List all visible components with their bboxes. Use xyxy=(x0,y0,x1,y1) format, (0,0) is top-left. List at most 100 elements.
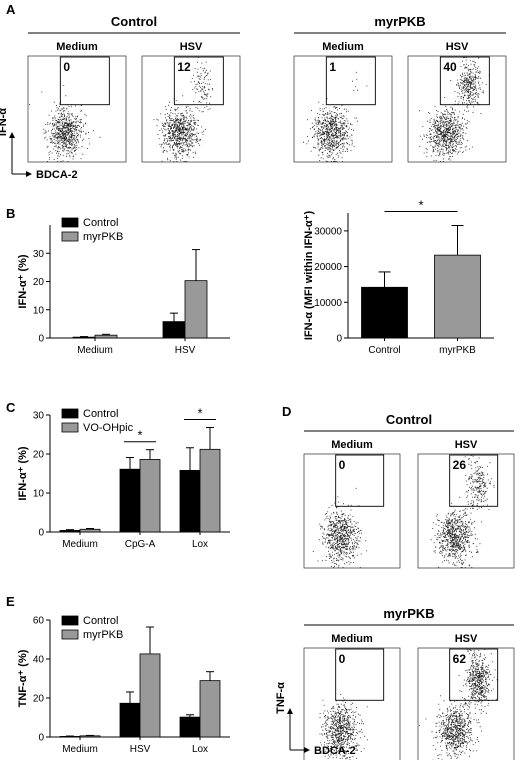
x-tick-label: Lox xyxy=(192,539,208,550)
x-tick-label: Medium xyxy=(77,345,113,356)
x-arrow-head xyxy=(26,171,32,177)
chart-e: 0 20 40 60 TNF-α⁺ (%) Medium HSV Lox Control myrP… xyxy=(17,615,230,755)
y-axis-label: IFN-α (MFI within IFN-α⁺) xyxy=(303,211,315,341)
gate-percentage: 0 xyxy=(339,458,346,472)
gate xyxy=(173,56,224,106)
y-axis-label: IFN-α⁺ (%) xyxy=(17,446,29,500)
significance-marker: * xyxy=(418,198,423,213)
group-title: Control xyxy=(111,14,157,29)
event-dots xyxy=(316,694,368,760)
plot-frame xyxy=(293,55,393,163)
y-tick-label: 30 xyxy=(33,249,45,260)
legend-label: Control xyxy=(83,217,118,229)
dot-plot xyxy=(417,647,515,760)
x-tick-label: HSV xyxy=(130,744,151,755)
y-axis-label: TNF-α xyxy=(275,682,287,714)
event-dots xyxy=(419,649,498,760)
event-dots xyxy=(419,57,490,162)
panel-letter-d: D xyxy=(282,404,291,419)
panel-letter-a: A xyxy=(6,2,16,17)
x-tick-label: HSV xyxy=(175,345,196,356)
x-tick-label: CpG-A xyxy=(125,539,156,550)
plot-label: HSV xyxy=(446,41,469,53)
gate xyxy=(335,648,385,701)
gate xyxy=(449,648,499,701)
gate-percentage: 62 xyxy=(453,652,467,666)
plot-label: HSV xyxy=(180,41,203,53)
legend-swatch xyxy=(61,422,79,433)
y-tick-label: 0 xyxy=(38,528,44,539)
legend-swatch xyxy=(61,231,79,242)
bar xyxy=(179,469,201,533)
legend-swatch xyxy=(61,629,79,640)
gate-percentage: 0 xyxy=(339,652,346,666)
bar xyxy=(361,286,408,339)
legend-swatch xyxy=(61,217,79,228)
x-tick-label: Medium xyxy=(62,744,98,755)
legend-label: Control xyxy=(83,408,118,420)
x-tick-label: Lox xyxy=(192,744,208,755)
x-tick-label: Control xyxy=(368,345,400,356)
plot-frame xyxy=(141,55,241,163)
plot-label: HSV xyxy=(455,439,478,451)
event-dots xyxy=(303,71,368,162)
dot-plot xyxy=(141,55,241,163)
bar xyxy=(434,254,481,339)
plot-label: Medium xyxy=(331,633,373,645)
dot-plot xyxy=(27,55,127,163)
plot-frame xyxy=(303,453,401,569)
gate-percentage: 40 xyxy=(443,60,457,74)
plot-label: Medium xyxy=(56,41,98,53)
gate xyxy=(449,454,499,507)
y-arrow-head xyxy=(9,132,15,138)
gate xyxy=(439,56,490,106)
bar xyxy=(199,448,221,533)
event-dots xyxy=(430,455,495,568)
y-tick-label: 0 xyxy=(38,733,44,744)
x-tick-label: myrPKB xyxy=(439,345,476,356)
panel-letter-b: B xyxy=(6,206,15,221)
gate xyxy=(59,56,110,106)
y-tick-label: 60 xyxy=(33,616,45,627)
y-tick-label: 0 xyxy=(38,334,44,345)
x-axis-label: BDCA-2 xyxy=(314,745,356,757)
y-tick-label: 40 xyxy=(33,655,45,666)
y-tick-label: 20 xyxy=(33,450,45,461)
gate xyxy=(325,56,376,106)
legend-label: myrPKB xyxy=(83,231,123,243)
y-tick-label: 30000 xyxy=(314,226,342,237)
bar xyxy=(162,321,186,339)
legend-label: VO-OHpic xyxy=(83,422,134,434)
significance-marker: * xyxy=(137,428,142,443)
y-axis-label: TNF-α⁺ (%) xyxy=(17,649,29,707)
legend-label: Control xyxy=(83,615,118,627)
group-title: Control xyxy=(386,412,432,427)
dot-plot xyxy=(303,453,401,569)
y-tick-label: 20 xyxy=(33,694,45,705)
bar xyxy=(94,334,118,339)
x-arrow-head xyxy=(304,747,310,753)
bar xyxy=(139,459,161,533)
event-dots xyxy=(29,85,101,162)
gate-percentage: 12 xyxy=(177,60,191,74)
x-axis-label: BDCA-2 xyxy=(36,169,78,181)
gate xyxy=(335,454,385,507)
plot-label: Medium xyxy=(322,41,364,53)
plot-label: Medium xyxy=(331,439,373,451)
y-tick-label: 10000 xyxy=(314,298,342,309)
x-tick-label: Medium xyxy=(62,539,98,550)
chart-b-left: 0 10 20 30 IFN-α⁺ (%) Medium HSV Control myrPKB xyxy=(17,217,230,356)
legend-swatch xyxy=(61,615,79,626)
legend-swatch xyxy=(61,408,79,419)
bar xyxy=(184,280,208,339)
bar xyxy=(59,530,81,533)
bar xyxy=(79,735,101,738)
panel-letter-c: C xyxy=(6,400,16,415)
dot-plot xyxy=(293,55,393,163)
bar xyxy=(199,680,221,738)
y-tick-label: 10 xyxy=(33,489,45,500)
bar xyxy=(139,653,161,738)
gate-percentage: 1 xyxy=(329,60,336,74)
